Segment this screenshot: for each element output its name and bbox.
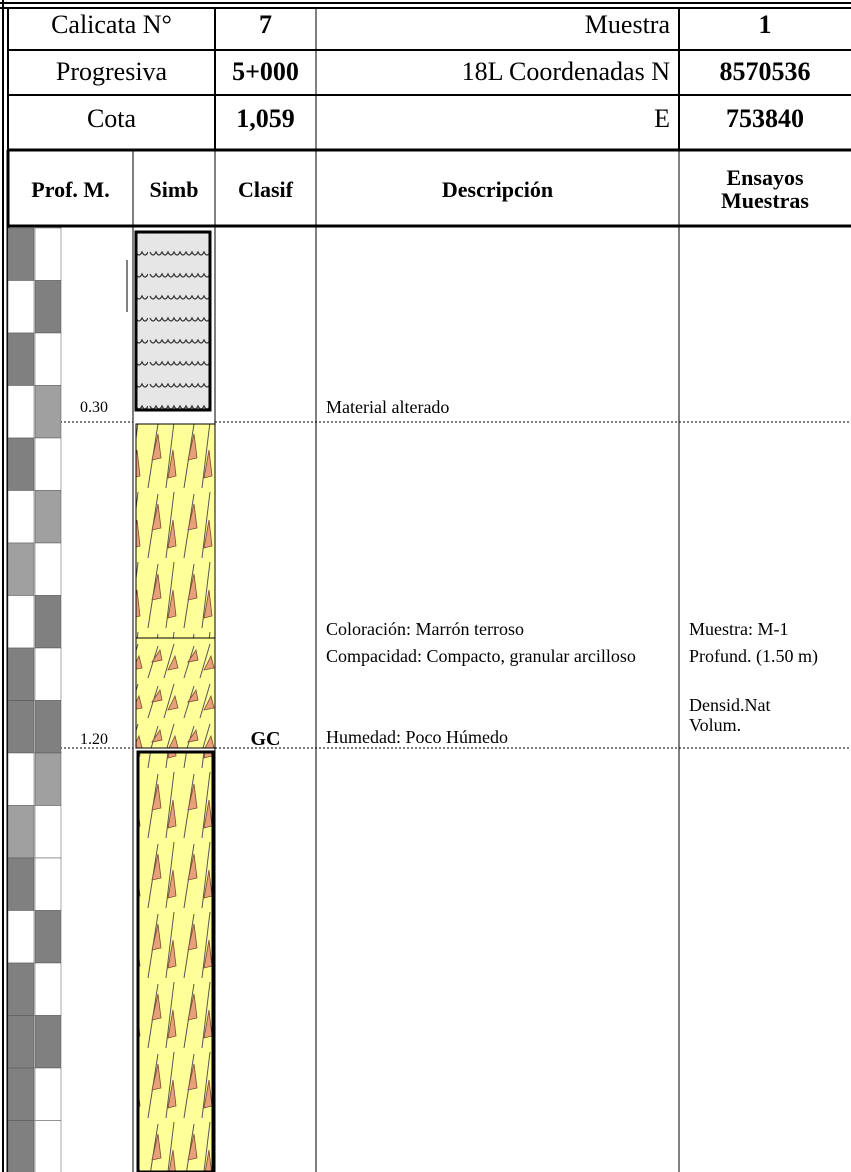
scale-cell [7,542,35,596]
scale-cell [7,490,35,544]
scale-cell [7,857,35,911]
scale-cell [34,1015,62,1069]
scale-cell [34,542,62,596]
header-value: 7 [259,10,272,39]
scale-cell [34,857,62,911]
header-label: Calicata N° [51,10,172,39]
scale-cell [7,647,35,701]
header-label: Progresiva [55,57,168,86]
scale-cell [7,962,35,1016]
scale-cell [7,1120,35,1172]
header-label: 18L Coordenadas N [461,57,670,86]
scale-cell [7,700,35,754]
header-value: 753840 [726,104,804,133]
scale-cell [7,910,35,964]
column-header: Clasif [238,177,293,202]
scale-cell [34,385,62,439]
scale-cell [7,595,35,649]
scale-cell [34,805,62,859]
column-header: Ensayos Muestras [721,165,809,214]
scale-cell [34,490,62,544]
sample-info: Densid.Nat Volum. [689,695,771,735]
header-value: 8570536 [719,57,811,86]
header-value: 1,059 [236,104,295,133]
scale-cell [34,280,62,334]
scale-cell [7,752,35,806]
sample-info: Profund. (1.50 m) [689,646,818,666]
description: Coloración: Marrón terroso [326,619,524,639]
header-value: 5+000 [232,57,299,86]
header-label: E [654,104,670,133]
description: Compacidad: Compacto, granular arcilloso [326,646,636,666]
column-header: Prof. M. [31,177,110,202]
scale-cell [34,1120,62,1172]
sample-info: Muestra: M-1 [689,619,789,639]
column-header: Simb [149,177,199,202]
description: Humedad: Poco Húmedo [326,727,508,747]
scale-cell [7,332,35,386]
depth-scale [7,227,62,1172]
depth-label: 0.30 [80,399,108,416]
header-value: 1 [758,10,772,39]
scale-cell [7,280,35,334]
header-label: Muestra [584,10,670,39]
column-header: Descripción [441,177,554,202]
header-label: Cota [86,104,137,133]
scale-cell [34,332,62,386]
scale-cell [34,910,62,964]
scale-cell [7,805,35,859]
scale-cell [34,700,62,754]
scale-cell [34,227,62,281]
depth-label: 1.20 [80,731,108,748]
scale-cell [7,385,35,439]
scale-cell [34,962,62,1016]
scale-cell [34,595,62,649]
scale-cell [34,647,62,701]
description: Material alterado [326,397,450,417]
scale-cell [34,437,62,491]
scale-cell [7,1067,35,1121]
scale-cell [7,437,35,491]
scale-cell [34,1067,62,1121]
scale-cell [7,227,35,281]
scale-cell [7,1015,35,1069]
scale-cell [34,752,62,806]
classification: GC [250,728,281,750]
